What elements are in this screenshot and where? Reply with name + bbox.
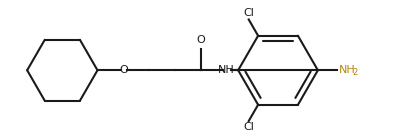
Text: NH: NH [338,65,355,75]
Text: Cl: Cl [243,8,254,18]
Text: 2: 2 [351,68,356,77]
Text: O: O [119,65,127,75]
Text: O: O [196,35,205,45]
Text: Cl: Cl [243,122,254,132]
Text: NH: NH [217,65,234,75]
